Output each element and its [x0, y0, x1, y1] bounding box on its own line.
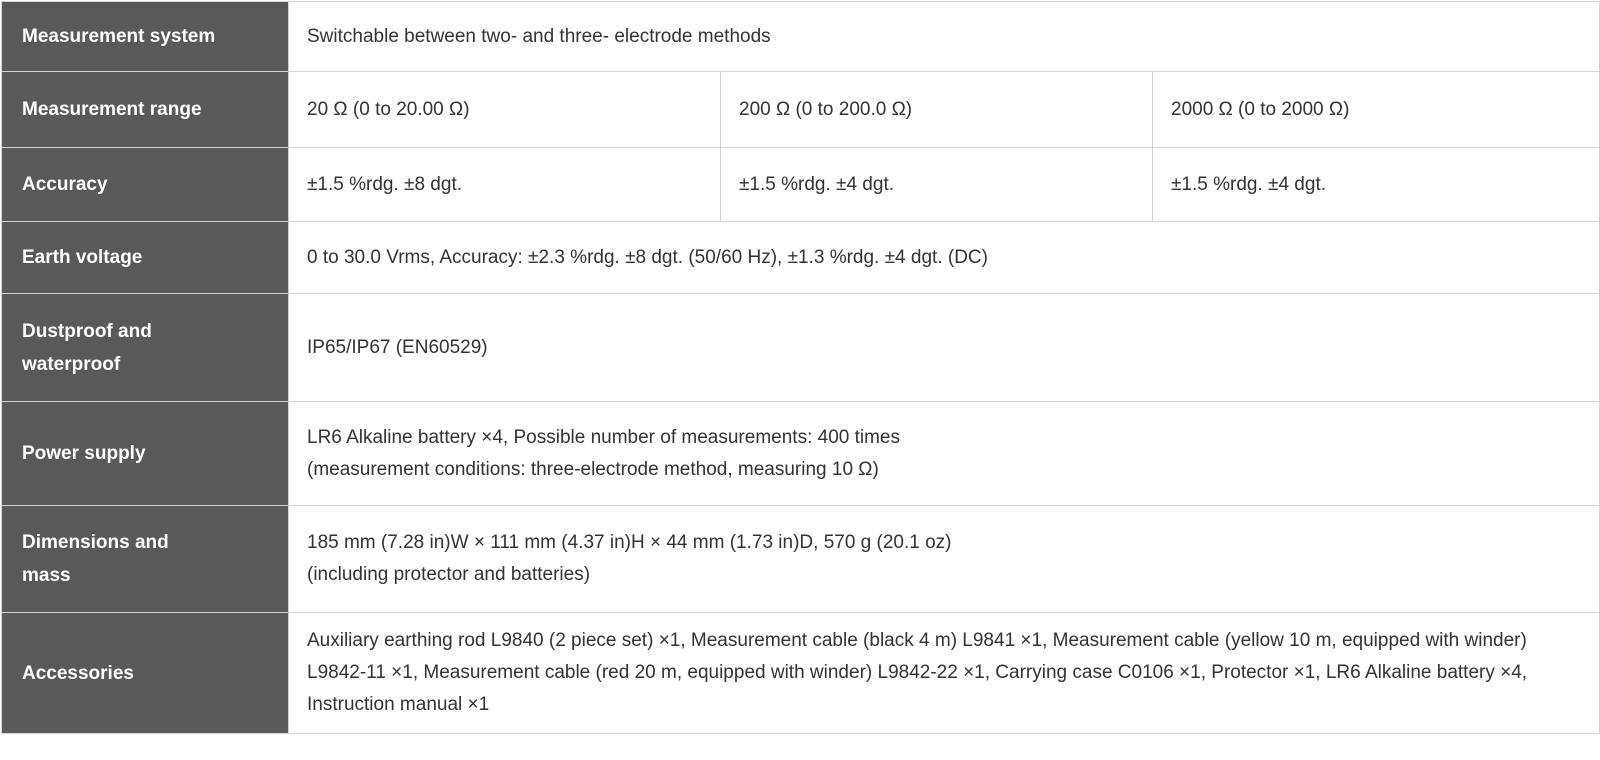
row-label: Measurement range: [1, 71, 289, 148]
cell-text: Switchable between two- and three- elect…: [307, 25, 771, 47]
cell-text: ±1.5 %rdg. ±4 dgt.: [739, 173, 894, 195]
cell-text: 200 Ω (0 to 200.0 Ω): [739, 98, 913, 120]
row-label: Power supply: [1, 401, 289, 506]
row-label: Measurement system: [1, 1, 289, 72]
row-value: Auxiliary earthing rod L9840 (2 piece se…: [287, 612, 1600, 734]
row-label-text: Power supply: [22, 443, 146, 464]
row-label-text: Dimensions and mass: [22, 532, 169, 586]
table-row-earth-voltage: Earth voltage 0 to 30.0 Vrms, Accuracy: …: [1, 221, 1600, 294]
row-label: Accessories: [1, 612, 289, 734]
row-label-text: Accessories: [22, 662, 134, 684]
table-row-power-supply: Power supply LR6 Alkaline battery ×4, Po…: [1, 401, 1600, 506]
cell-text: ±1.5 %rdg. ±8 dgt.: [307, 173, 462, 195]
cell-text: ±1.5 %rdg. ±4 dgt.: [1171, 173, 1326, 195]
row-value: Switchable between two- and three- elect…: [287, 1, 1600, 72]
row-label-text: Dustproof and waterproof: [22, 320, 152, 375]
row-value: LR6 Alkaline battery ×4, Possible number…: [287, 401, 1600, 506]
cell-text: Auxiliary earthing rod L9840 (2 piece se…: [307, 630, 1528, 715]
row-label: Earth voltage: [1, 221, 289, 294]
row-label-text: Accuracy: [22, 174, 108, 195]
cell-text: 185 mm (7.28 in)W × 111 mm (4.37 in)H × …: [307, 532, 952, 585]
specifications-table: Measurement system Switchable between tw…: [1, 1, 1600, 734]
table-row-dustproof-waterproof: Dustproof and waterproof IP65/IP67 (EN60…: [1, 293, 1600, 402]
cell-text: IP65/IP67 (EN60529): [307, 336, 488, 358]
row-label: Dimensions and mass: [1, 505, 289, 613]
row-value: 185 mm (7.28 in)W × 111 mm (4.37 in)H × …: [287, 505, 1600, 613]
row-value-accuracy-200: ±1.5 %rdg. ±4 dgt.: [720, 147, 1153, 222]
row-label: Accuracy: [1, 147, 289, 222]
table-row-measurement-system: Measurement system Switchable between tw…: [1, 1, 1600, 72]
row-value-range-2000: 2000 Ω (0 to 2000 Ω): [1151, 71, 1600, 148]
row-value-accuracy-20: ±1.5 %rdg. ±8 dgt.: [288, 147, 721, 222]
row-label-text: Measurement range: [22, 99, 202, 120]
row-value: IP65/IP67 (EN60529): [287, 293, 1600, 402]
row-label: Dustproof and waterproof: [1, 293, 289, 402]
cell-text: LR6 Alkaline battery ×4, Possible number…: [307, 426, 900, 480]
table-row-accessories: Accessories Auxiliary earthing rod L9840…: [1, 612, 1600, 734]
table-row-accuracy: Accuracy ±1.5 %rdg. ±8 dgt. ±1.5 %rdg. ±…: [1, 147, 1600, 222]
table-row-dimensions-mass: Dimensions and mass 185 mm (7.28 in)W × …: [1, 505, 1600, 613]
row-value-accuracy-2000: ±1.5 %rdg. ±4 dgt.: [1151, 147, 1600, 222]
table-row-measurement-range: Measurement range 20 Ω (0 to 20.00 Ω) 20…: [1, 71, 1600, 148]
cell-text: 0 to 30.0 Vrms, Accuracy: ±2.3 %rdg. ±8 …: [307, 246, 988, 268]
row-label-text: Measurement system: [22, 26, 216, 47]
cell-text: 20 Ω (0 to 20.00 Ω): [307, 98, 470, 120]
cell-text: 2000 Ω (0 to 2000 Ω): [1171, 98, 1350, 120]
row-value-range-200: 200 Ω (0 to 200.0 Ω): [720, 71, 1153, 148]
row-value: 0 to 30.0 Vrms, Accuracy: ±2.3 %rdg. ±8 …: [287, 221, 1600, 294]
row-label-text: Earth voltage: [22, 247, 143, 268]
row-value-range-20: 20 Ω (0 to 20.00 Ω): [288, 71, 721, 148]
